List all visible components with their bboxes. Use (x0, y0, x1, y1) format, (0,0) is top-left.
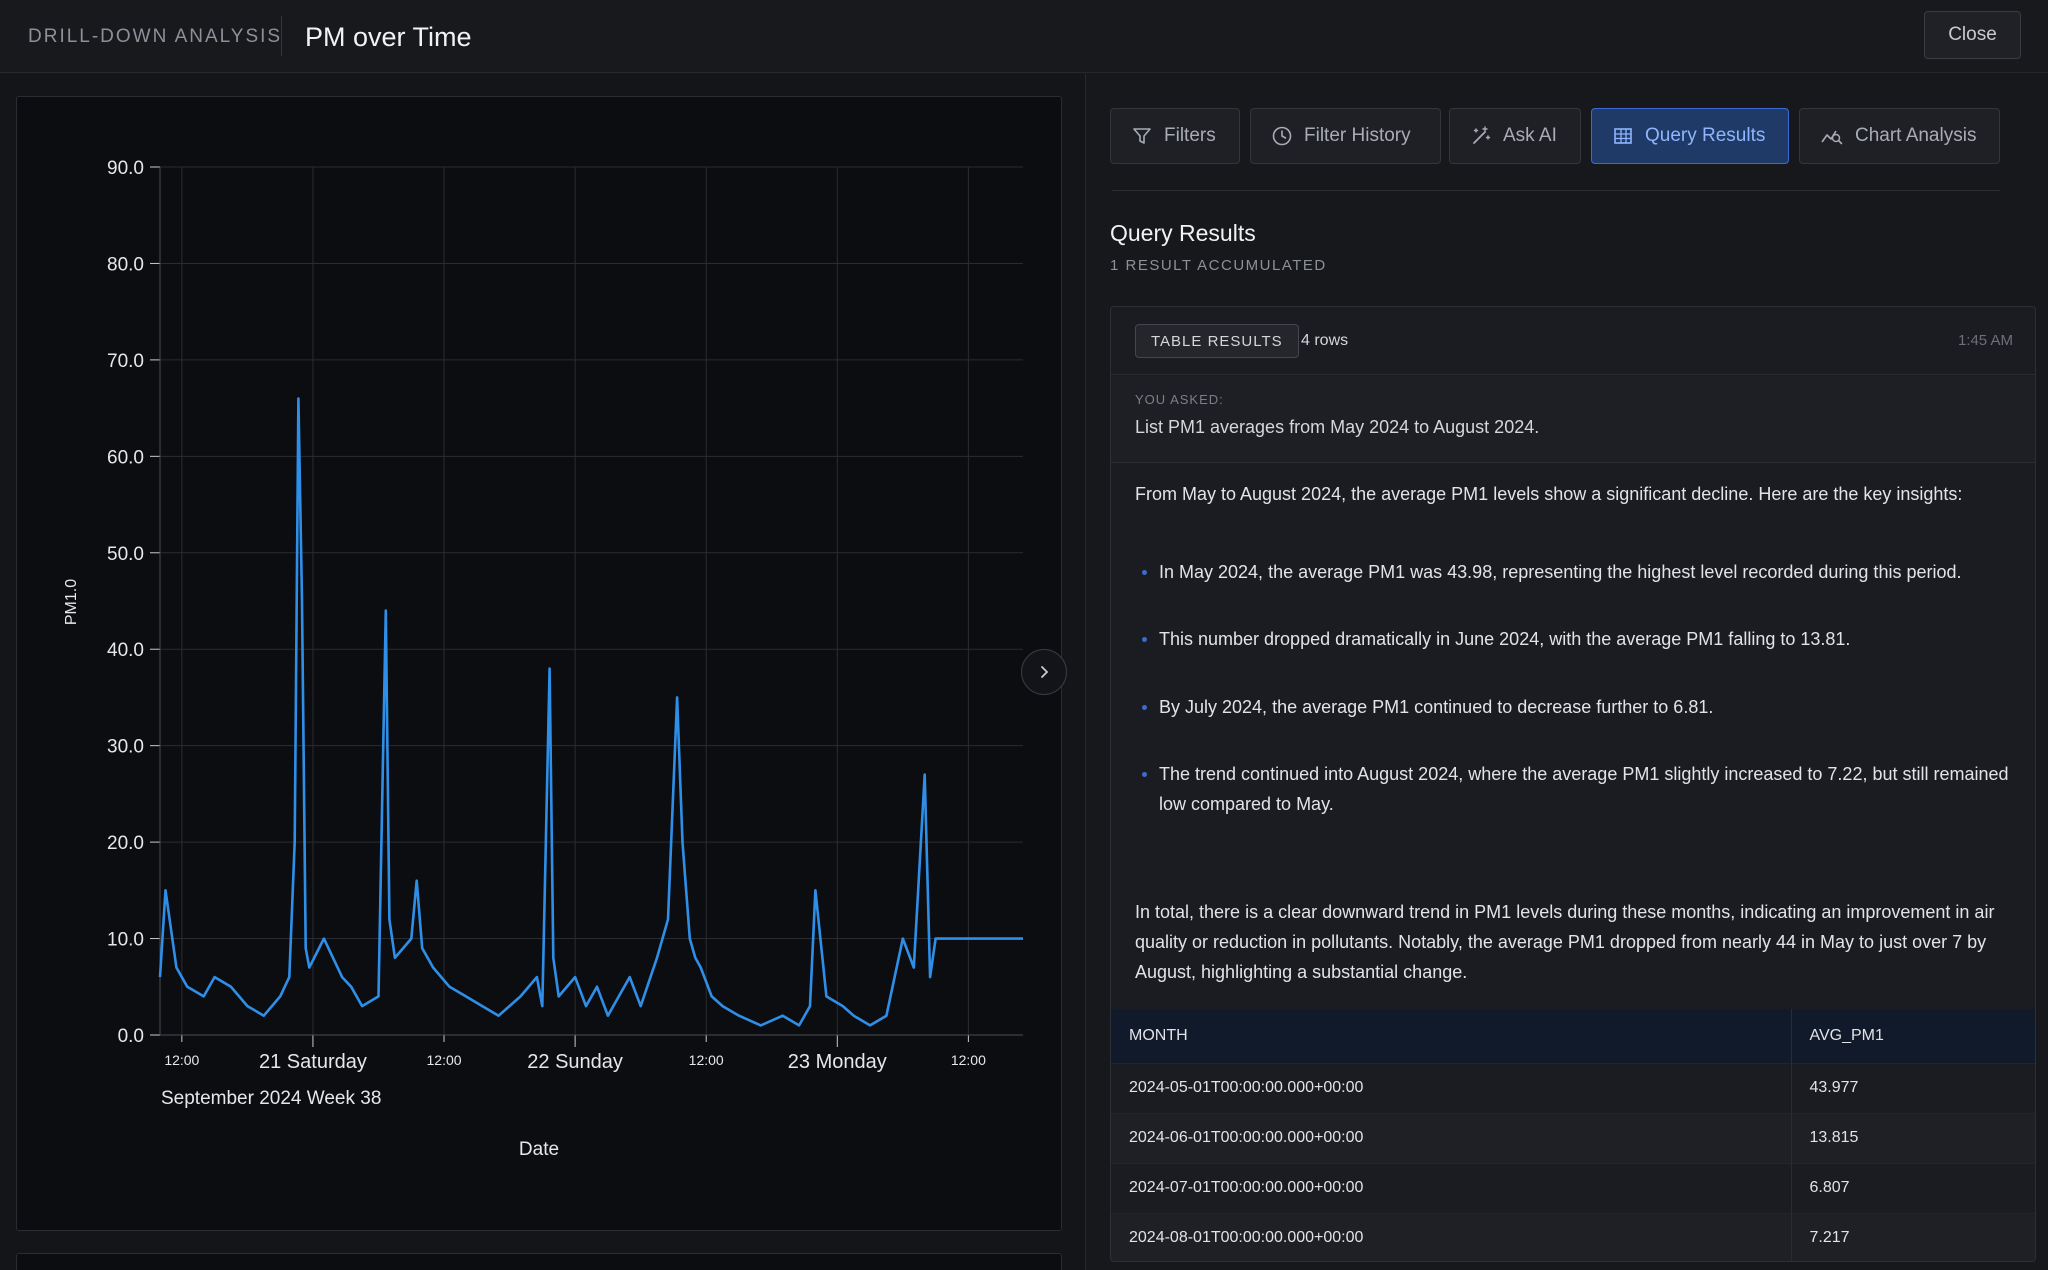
clock-icon (1272, 126, 1292, 146)
table-icon (1614, 128, 1632, 144)
bullet-text: By July 2024, the average PM1 continued … (1159, 697, 1714, 717)
cell-avg-pm1: 43.977 (1790, 1062, 2035, 1113)
column-header-avg-pm1[interactable]: AVG_PM1 (1790, 1009, 2035, 1063)
table-row: 2024-06-01T00:00:00.000+00:00 13.815 (1111, 1112, 2035, 1163)
insight-bullet: This number dropped dramatically in June… (1135, 624, 2025, 654)
result-timestamp: 1:45 AM (1957, 332, 2013, 349)
filter-icon (1133, 128, 1151, 144)
y-tick-label: 50.0 (107, 544, 144, 565)
chevron-right-icon (1041, 666, 1049, 678)
collapse-toggle-button[interactable] (1021, 649, 1067, 695)
tab-label: Chart Analysis (1855, 125, 1977, 146)
x-tick-label: 21 Saturday (259, 1051, 367, 1073)
results-table: MONTH AVG_PM1 2024-05-01T00:00:00.000+00… (1111, 1009, 2035, 1261)
y-tick-label: 20.0 (107, 833, 144, 854)
cell-avg-pm1: 6.807 (1790, 1162, 2035, 1213)
series-line-pm1 (158, 397, 1023, 1027)
cell-month: 2024-07-01T00:00:00.000+00:00 (1111, 1162, 1791, 1213)
tab-label: Filter History (1304, 125, 1411, 146)
y-tick-label: 90.0 (107, 158, 144, 179)
asked-label: YOU ASKED: (1135, 392, 1224, 407)
header-bar: DRILL-DOWN ANALYSIS PM over Time Close (0, 0, 2048, 73)
bullet-text: The trend continued into August 2024, wh… (1159, 764, 2009, 814)
section-title: Query Results (1110, 220, 1256, 246)
page-title: PM over Time (305, 22, 472, 52)
asked-question: List PM1 averages from May 2024 to Augus… (1135, 417, 1540, 437)
bullet-dot (1142, 637, 1147, 642)
x-tick-label: 12:00 (689, 1052, 724, 1068)
tab-label: Filters (1164, 125, 1216, 146)
tabs-divider (1112, 190, 2000, 191)
y-tick-label: 60.0 (107, 447, 144, 468)
x-tick-label: 12:00 (164, 1052, 199, 1068)
row-count: 4 rows (1301, 332, 1349, 349)
section-subtitle: 1 RESULT ACCUMULATED (1110, 257, 1327, 274)
breadcrumb: DRILL-DOWN ANALYSIS (28, 26, 283, 47)
tab-filters[interactable]: Filters (1110, 108, 1240, 164)
cell-avg-pm1: 7.217 (1790, 1212, 2035, 1261)
x-tick-label: 12:00 (427, 1052, 462, 1068)
tab-label: Ask AI (1503, 125, 1557, 146)
table-header-row: MONTH AVG_PM1 (1111, 1009, 2035, 1063)
table-row: 2024-08-01T00:00:00.000+00:00 7.217 (1111, 1212, 2035, 1261)
summary-intro: From May to August 2024, the average PM1… (1135, 484, 1963, 504)
chart-axes: 0.0 10.0 20.0 30.0 40.0 50.0 60.0 70.0 80.0 90.0 1… (107, 158, 1023, 1073)
tab-label: Query Results (1645, 125, 1766, 146)
secondary-chart-card (16, 1253, 1062, 1270)
result-card: TABLE RESULTS 4 rows 1:45 AM YOU ASKED: … (1110, 306, 2036, 1262)
tab-filter-history[interactable]: Filter History (1250, 108, 1441, 164)
table-row: 2024-07-01T00:00:00.000+00:00 6.807 (1111, 1162, 2035, 1213)
column-header-month[interactable]: MONTH (1111, 1009, 1791, 1063)
bullet-dot (1142, 705, 1147, 710)
y-axis-label: PM1.0 (63, 579, 80, 625)
close-button[interactable]: Close (1924, 11, 2021, 59)
chart-analysis-icon (1821, 130, 1843, 145)
y-tick-label: 80.0 (107, 254, 144, 275)
pane-divider[interactable] (1085, 74, 1086, 1270)
x-tick-label: 12:00 (951, 1052, 986, 1068)
y-tick-label: 70.0 (107, 351, 144, 372)
pm-line-chart[interactable]: 0.0 10.0 20.0 30.0 40.0 50.0 60.0 70.0 80.0 90.0 1… (16, 96, 1062, 1231)
asked-section: YOU ASKED: List PM1 averages from May 20… (1111, 376, 2035, 463)
cell-month: 2024-08-01T00:00:00.000+00:00 (1111, 1212, 1791, 1261)
tab-query-results[interactable]: Query Results (1591, 108, 1789, 164)
header-divider (281, 16, 282, 56)
y-tick-label: 40.0 (107, 640, 144, 661)
y-tick-label: 10.0 (107, 930, 144, 951)
bullet-dot (1142, 772, 1147, 777)
y-tick-label: 0.0 (118, 1026, 144, 1047)
x-tick-label: 22 Sunday (527, 1051, 623, 1073)
tab-ask-ai[interactable]: Ask AI (1449, 108, 1581, 164)
result-card-header: TABLE RESULTS 4 rows 1:45 AM (1111, 307, 2035, 375)
table-row: 2024-05-01T00:00:00.000+00:00 43.977 (1111, 1062, 2035, 1113)
insight-bullet: The trend continued into August 2024, wh… (1135, 759, 2025, 819)
bullet-dot (1142, 570, 1147, 575)
cell-month: 2024-05-01T00:00:00.000+00:00 (1111, 1062, 1791, 1113)
chart-grid (160, 166, 1023, 1036)
summary-conclusion: In total, there is a clear downward tren… (1135, 902, 1995, 982)
magic-wand-icon (1473, 126, 1491, 144)
tab-chart-analysis[interactable]: Chart Analysis (1799, 108, 2000, 164)
cell-avg-pm1: 13.815 (1790, 1112, 2035, 1163)
insight-bullet: In May 2024, the average PM1 was 43.98, … (1135, 557, 2025, 587)
bullet-text: This number dropped dramatically in June… (1159, 629, 1851, 649)
x-tick-label: 23 Monday (788, 1051, 887, 1073)
cell-month: 2024-06-01T00:00:00.000+00:00 (1111, 1112, 1791, 1163)
insight-bullet: By July 2024, the average PM1 continued … (1135, 692, 2025, 722)
x-axis-label: Date (519, 1139, 559, 1160)
y-tick-label: 30.0 (107, 737, 144, 758)
result-type-badge: TABLE RESULTS (1135, 324, 1299, 358)
chart-card (16, 96, 1062, 1231)
bullet-text: In May 2024, the average PM1 was 43.98, … (1159, 562, 1962, 582)
x-axis-sublabel: September 2024 Week 38 (161, 1088, 381, 1109)
